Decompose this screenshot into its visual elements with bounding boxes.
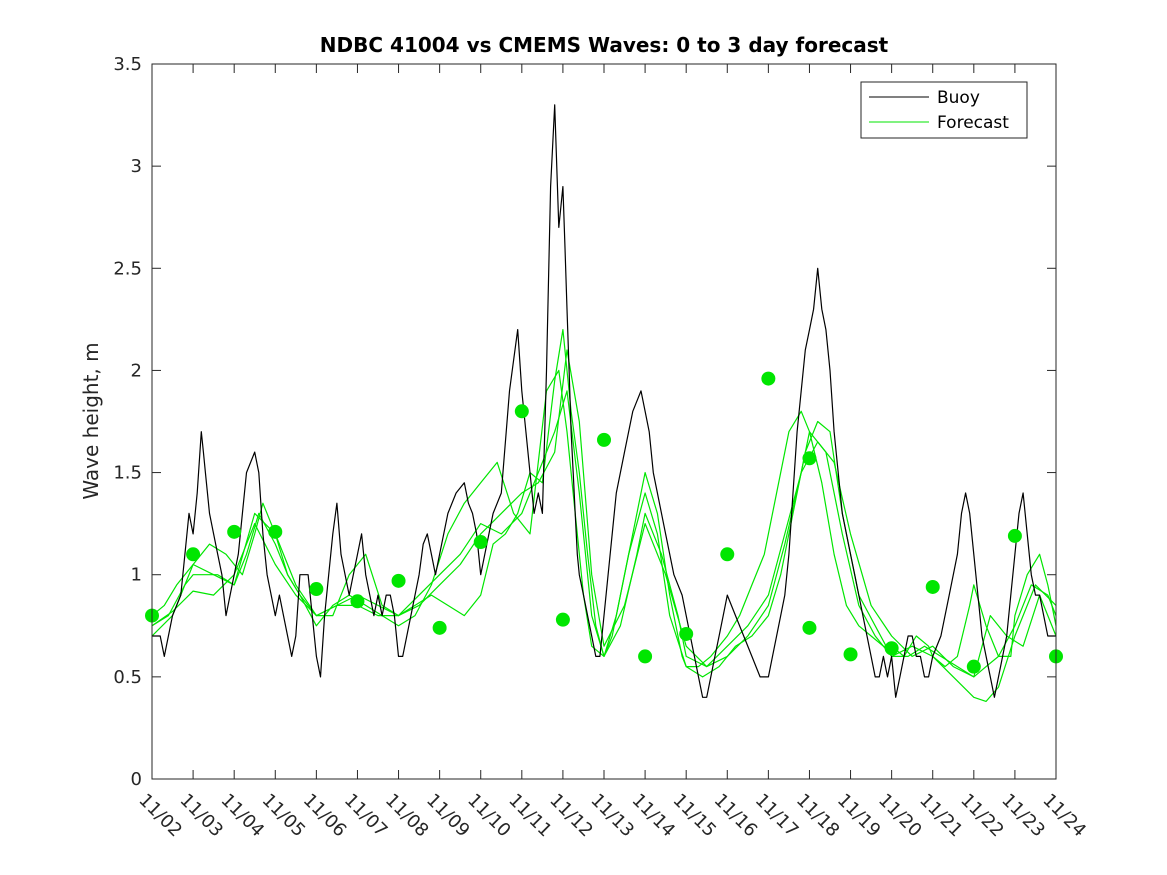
series-line-forecast bbox=[151, 369, 1057, 678]
y-tick-label: 3.5 bbox=[113, 54, 142, 75]
y-tick-label: 2.5 bbox=[113, 258, 142, 279]
forecast-marker bbox=[925, 579, 940, 594]
x-tick-label: 11/11 bbox=[504, 790, 556, 842]
x-tick-label: 11/21 bbox=[915, 790, 967, 842]
forecast-marker bbox=[597, 432, 611, 447]
legend: Buoy Forecast bbox=[860, 81, 1028, 139]
x-tick-label: 11/05 bbox=[258, 790, 310, 842]
forecast-marker bbox=[966, 659, 981, 674]
chart-title: NDBC 41004 vs CMEMS Waves: 0 to 3 day fo… bbox=[320, 33, 889, 57]
forecast-marker bbox=[350, 594, 365, 609]
y-tick-labels: 0 0.5 1 1.5 2 2.5 3 3.5 bbox=[113, 54, 142, 790]
y-tick-label: 1.5 bbox=[113, 463, 142, 484]
series-line-buoy bbox=[152, 104, 1056, 698]
x-tick-label: 11/16 bbox=[710, 790, 762, 842]
legend-label-forecast: Forecast bbox=[937, 113, 1009, 133]
y-tick-label: 3 bbox=[131, 156, 142, 177]
x-tick-label: 11/03 bbox=[176, 790, 228, 842]
x-tick-label: 11/09 bbox=[422, 790, 474, 842]
forecast-marker bbox=[802, 620, 817, 635]
forecast-marker bbox=[186, 547, 201, 562]
forecast-marker bbox=[473, 535, 488, 550]
y-tick-label: 0.5 bbox=[113, 667, 142, 688]
x-tick-label: 11/07 bbox=[340, 790, 392, 842]
y-axis-label: Wave height, m bbox=[79, 342, 103, 499]
x-tick-label: 11/22 bbox=[956, 790, 1008, 842]
plot-area-background bbox=[152, 64, 1056, 779]
x-tick-label: 11/23 bbox=[997, 790, 1049, 842]
forecast-marker bbox=[227, 524, 242, 539]
y-tick-label: 1 bbox=[131, 565, 142, 586]
forecast-marker bbox=[555, 612, 570, 627]
forecast-marker bbox=[720, 547, 735, 562]
legend-label-buoy: Buoy bbox=[937, 88, 980, 108]
forecast-marker bbox=[679, 626, 694, 641]
forecast-marker bbox=[1007, 528, 1022, 543]
x-tick-label: 11/18 bbox=[792, 790, 844, 842]
x-tick-label: 11/06 bbox=[299, 790, 351, 842]
forecast-marker bbox=[309, 582, 324, 597]
x-tick-labels: 11/0211/0311/0411/0511/0611/0711/0811/09… bbox=[134, 790, 1090, 842]
x-tick-label: 11/12 bbox=[545, 790, 597, 842]
forecast-marker bbox=[391, 573, 406, 588]
x-tick-label: 11/15 bbox=[669, 790, 721, 842]
forecast-marker bbox=[843, 647, 858, 662]
x-tick-label: 11/24 bbox=[1038, 790, 1090, 842]
plot-series bbox=[151, 104, 1057, 702]
x-tick-label: 11/04 bbox=[217, 790, 269, 842]
x-tick-label: 11/13 bbox=[586, 790, 638, 842]
x-tick-label: 11/08 bbox=[381, 790, 433, 842]
plot-markers bbox=[145, 371, 1063, 674]
x-tick-label: 11/17 bbox=[751, 790, 803, 842]
legend-box bbox=[860, 81, 1028, 139]
plot-frame bbox=[151, 63, 1057, 780]
y-tick-label: 0 bbox=[131, 769, 142, 790]
forecast-marker bbox=[638, 649, 653, 664]
x-tick-label: 11/14 bbox=[628, 790, 680, 842]
forecast-marker bbox=[432, 620, 447, 635]
forecast-marker bbox=[268, 524, 283, 539]
forecast-marker bbox=[761, 371, 776, 386]
forecast-marker bbox=[514, 404, 529, 419]
forecast-marker bbox=[802, 451, 817, 466]
x-tick-label: 11/20 bbox=[874, 790, 926, 842]
x-tick-label: 11/19 bbox=[833, 790, 885, 842]
series-line-forecast bbox=[151, 349, 1057, 678]
forecast-marker bbox=[884, 641, 899, 656]
y-tick-label: 2 bbox=[131, 360, 142, 381]
x-tick-label: 11/10 bbox=[463, 790, 515, 842]
x-tick-label: 11/02 bbox=[134, 790, 186, 842]
